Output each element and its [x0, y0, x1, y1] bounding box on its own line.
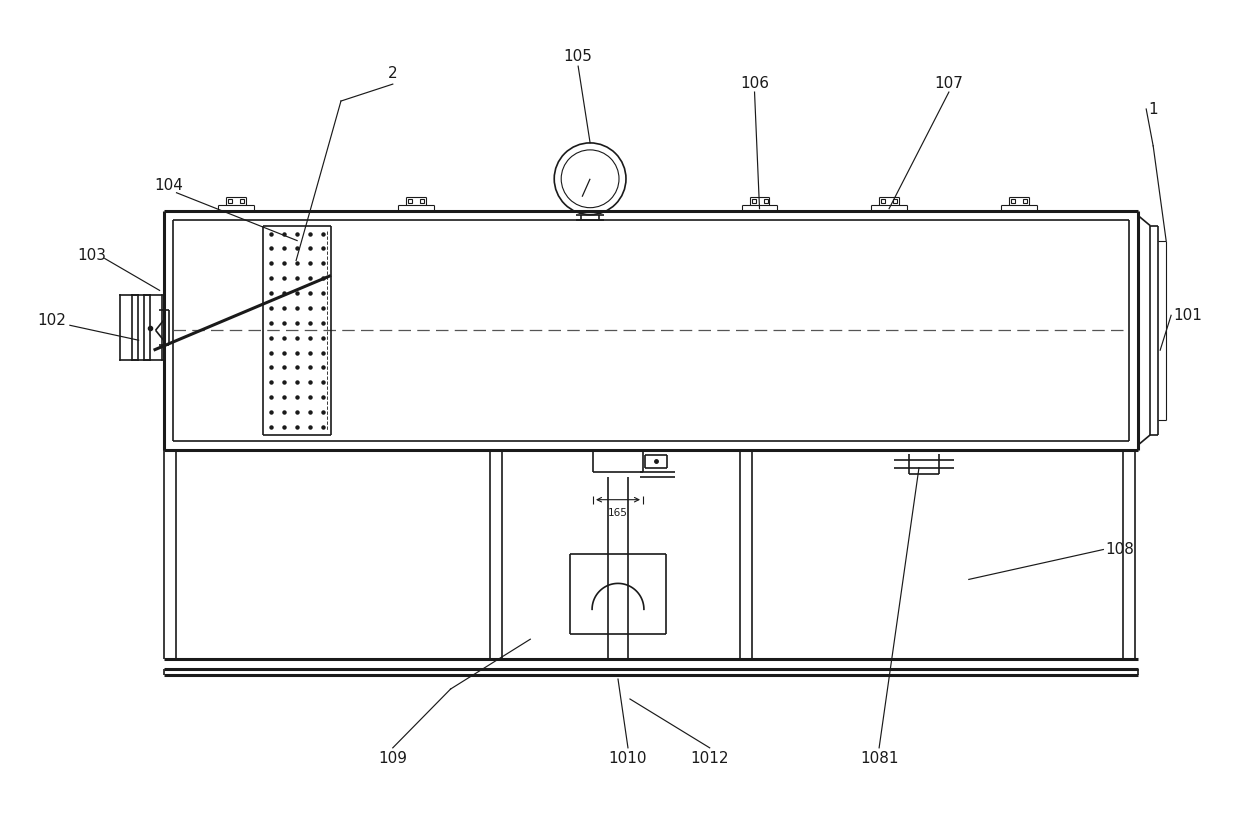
Text: 101: 101: [1173, 308, 1202, 323]
Text: 1010: 1010: [608, 751, 647, 766]
Text: 1: 1: [1149, 102, 1157, 117]
Text: 107: 107: [934, 76, 963, 90]
Text: 103: 103: [77, 248, 105, 263]
Text: 2: 2: [388, 66, 398, 81]
Text: 165: 165: [608, 508, 628, 518]
Text: 104: 104: [155, 178, 183, 193]
Text: 108: 108: [1105, 542, 1134, 557]
Text: 1081: 1081: [860, 751, 898, 766]
Text: 105: 105: [564, 49, 592, 64]
Text: 109: 109: [378, 751, 408, 766]
Text: 102: 102: [37, 313, 66, 328]
Text: 106: 106: [740, 76, 769, 90]
Text: 1012: 1012: [690, 751, 729, 766]
